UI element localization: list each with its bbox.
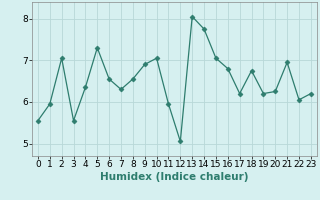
- X-axis label: Humidex (Indice chaleur): Humidex (Indice chaleur): [100, 172, 249, 182]
